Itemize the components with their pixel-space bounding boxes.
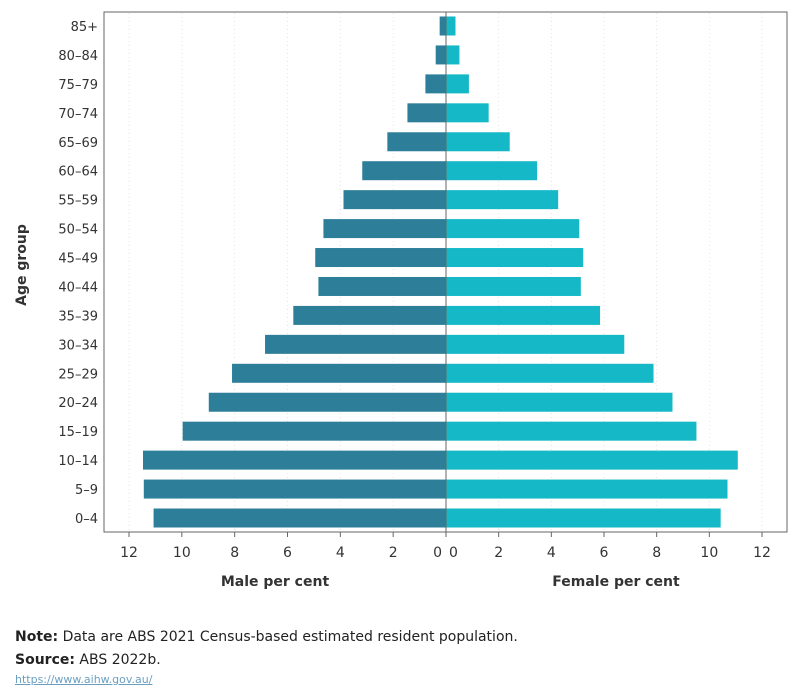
female-tick-label: 12: [753, 545, 771, 561]
female-bar: [446, 248, 584, 268]
male-bar: [315, 248, 446, 268]
male-bar: [143, 479, 446, 499]
male-bar: [265, 334, 446, 354]
age-group-label: 45–49: [58, 252, 98, 267]
age-group-label: 15–19: [58, 425, 98, 440]
female-bar: [446, 219, 580, 239]
age-group-label: 20–24: [58, 396, 98, 411]
x-tick-labels: 0 0 2 2 4 4 6 6 8 8 10 10 12 12: [120, 532, 771, 561]
male-bar: [232, 363, 446, 383]
male-bar: [182, 421, 446, 441]
female-bar: [446, 161, 538, 181]
age-group-label: 75–79: [58, 78, 98, 93]
male-bar: [208, 392, 446, 412]
aihw-link[interactable]: https://www.aihw.gov.au/: [15, 673, 153, 686]
male-bar: [143, 450, 446, 470]
female-bar: [446, 450, 738, 470]
male-bar: [439, 16, 446, 36]
footer: Note: Data are ABS 2021 Census-based est…: [15, 626, 518, 688]
female-bar: [446, 305, 601, 325]
male-bar: [362, 161, 446, 181]
male-tick-label: 10: [173, 545, 191, 561]
male-tick-label: 2: [389, 545, 398, 561]
male-bar: [425, 74, 446, 94]
note-label: Note:: [15, 629, 59, 645]
male-tick-label: 12: [120, 545, 138, 561]
age-group-label: 80–84: [58, 49, 98, 64]
female-bar: [446, 508, 721, 528]
female-tick-label: 10: [700, 545, 718, 561]
male-axis-title: Male per cent: [221, 574, 330, 590]
age-group-label: 5–9: [75, 483, 98, 498]
female-bar: [446, 132, 510, 152]
source-text: ABS 2022b.: [74, 652, 161, 668]
source-line: Source: ABS 2022b.: [15, 649, 518, 672]
female-tick-label: 8: [652, 545, 661, 561]
male-bar: [435, 45, 446, 65]
female-bar: [446, 103, 489, 123]
male-bar: [323, 219, 446, 239]
age-group-label: 25–29: [58, 367, 98, 382]
female-tick-label: 2: [494, 545, 503, 561]
note-text: Data are ABS 2021 Census-based estimated…: [58, 629, 518, 645]
female-bar: [446, 190, 559, 210]
female-bar: [446, 421, 697, 441]
female-bar: [446, 479, 728, 499]
category-labels: 85+ 80–84 75–79 70–74 65–69 60–64 55–59 50–54 45…: [58, 20, 98, 527]
male-tick-label: 8: [230, 545, 239, 561]
male-bar: [343, 190, 446, 210]
female-bar: [446, 16, 456, 36]
age-group-label: 65–69: [58, 136, 98, 151]
female-axis-title: Female per cent: [552, 574, 680, 590]
population-pyramid-chart: 85+80–8475–7970–7465–6960–6455–5950–5445…: [14, 11, 788, 590]
male-bar: [153, 508, 446, 528]
female-bar: [446, 363, 654, 383]
female-tick-label: 4: [547, 545, 556, 561]
age-group-label: 10–14: [58, 454, 98, 469]
female-bar: [446, 45, 460, 65]
male-bar: [387, 132, 446, 152]
female-tick-label: 0: [449, 545, 458, 561]
female-bar: [446, 74, 469, 94]
age-group-label: 35–39: [58, 309, 98, 324]
age-group-label: 40–44: [58, 280, 98, 295]
male-tick-label: 4: [336, 545, 345, 561]
male-tick-label: 6: [283, 545, 292, 561]
age-group-label: 60–64: [58, 165, 98, 180]
source-label: Source:: [15, 652, 75, 668]
age-group-label: 50–54: [58, 223, 98, 238]
age-group-label: 0–4: [75, 512, 98, 527]
female-bar: [446, 392, 673, 412]
female-bar: [446, 276, 581, 296]
age-group-label: 85+: [71, 20, 98, 35]
male-tick-label: 0: [433, 545, 442, 561]
bars: [143, 16, 738, 528]
female-tick-label: 6: [600, 545, 609, 561]
age-group-label: 55–59: [58, 194, 98, 209]
male-bar: [407, 103, 446, 123]
female-bar: [446, 334, 625, 354]
male-bar: [318, 276, 446, 296]
y-axis-title: Age group: [14, 224, 30, 306]
age-group-label: 70–74: [58, 107, 98, 122]
note-line: Note: Data are ABS 2021 Census-based est…: [15, 626, 518, 649]
age-group-label: 30–34: [58, 338, 98, 353]
male-bar: [293, 305, 446, 325]
